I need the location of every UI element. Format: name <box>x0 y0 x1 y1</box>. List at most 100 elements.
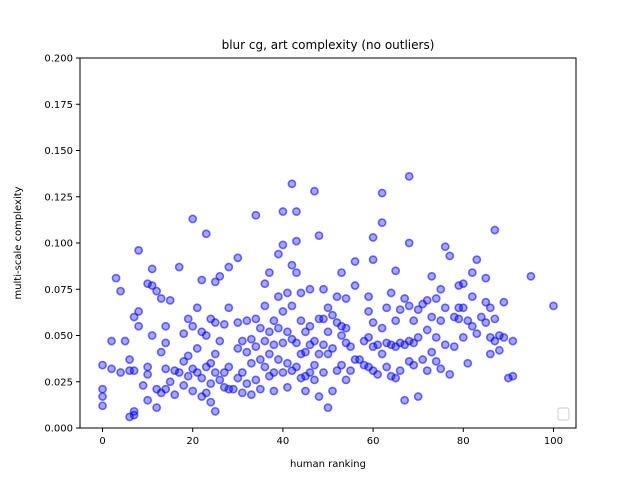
data-point <box>116 368 125 377</box>
data-point <box>481 297 491 307</box>
data-point <box>233 344 243 353</box>
data-point <box>242 379 252 388</box>
x-axis-label: human ranking <box>290 459 366 470</box>
data-point <box>98 392 107 401</box>
y-tick-label: 0.000 <box>44 424 73 435</box>
data-point <box>373 340 382 350</box>
data-point <box>323 349 333 359</box>
data-point <box>319 314 328 324</box>
data-point <box>341 323 351 333</box>
data-point <box>296 316 306 326</box>
data-point <box>246 334 256 344</box>
data-point <box>165 377 175 387</box>
data-point <box>170 390 180 400</box>
data-point <box>490 314 500 324</box>
data-point <box>328 344 337 353</box>
chart-title: blur cg, art complexity (no outliers) <box>222 38 435 52</box>
legend-box <box>557 407 570 421</box>
data-point <box>346 342 355 351</box>
data-point <box>98 401 107 411</box>
data-point <box>129 406 139 416</box>
data-point <box>549 301 558 311</box>
data-point <box>305 321 315 331</box>
data-point <box>467 292 477 302</box>
data-point <box>278 240 288 250</box>
data-point <box>237 388 247 398</box>
data-point <box>458 332 468 342</box>
data-point <box>328 310 337 320</box>
data-point <box>440 340 450 350</box>
data-point <box>292 362 301 372</box>
data-point <box>413 332 423 342</box>
data-point <box>413 392 423 401</box>
data-point <box>147 264 157 274</box>
data-point <box>269 340 279 350</box>
data-point <box>192 303 202 313</box>
data-point <box>409 360 419 370</box>
data-point <box>174 368 184 377</box>
data-point <box>283 382 292 392</box>
data-point <box>472 255 482 265</box>
x-tick-label: 0 <box>99 436 105 447</box>
data-point <box>377 349 387 359</box>
data-point <box>292 207 301 216</box>
data-point <box>436 284 446 294</box>
data-point <box>278 368 288 377</box>
data-point <box>337 360 346 370</box>
data-point <box>179 329 189 339</box>
data-point <box>156 347 166 357</box>
data-point <box>228 384 238 394</box>
x-tick-label: 100 <box>544 436 563 447</box>
data-point <box>206 379 216 388</box>
data-point <box>237 368 247 377</box>
data-point <box>337 331 346 340</box>
data-point <box>382 338 392 348</box>
data-point <box>161 384 171 394</box>
data-point <box>143 279 153 289</box>
data-point <box>400 294 410 303</box>
data-point <box>359 360 369 370</box>
data-point <box>201 331 211 340</box>
data-point <box>364 292 373 302</box>
data-point <box>255 323 265 333</box>
data-point <box>251 375 261 385</box>
data-point <box>323 403 333 413</box>
y-tick-label: 0.125 <box>44 192 73 203</box>
data-point <box>319 284 328 294</box>
data-point <box>314 349 324 359</box>
data-point <box>296 373 306 383</box>
data-point <box>224 303 234 313</box>
data-point <box>237 336 247 346</box>
data-point <box>427 271 437 281</box>
data-point <box>143 362 153 372</box>
data-point <box>143 369 153 379</box>
data-point <box>431 332 441 342</box>
data-point <box>219 368 229 377</box>
data-point <box>332 366 342 376</box>
data-point <box>161 338 171 348</box>
data-point <box>481 273 491 283</box>
data-point <box>129 312 139 322</box>
data-point <box>201 229 211 239</box>
data-point <box>283 327 292 337</box>
data-point <box>319 340 328 350</box>
data-point <box>147 331 157 340</box>
data-point <box>210 349 220 359</box>
data-point <box>242 316 252 326</box>
data-point <box>210 277 220 287</box>
data-point <box>526 271 536 281</box>
data-point <box>224 262 234 272</box>
data-point <box>368 318 378 327</box>
data-point <box>463 316 473 326</box>
data-point <box>264 327 274 337</box>
data-point <box>436 316 446 326</box>
data-point <box>422 366 432 376</box>
data-point <box>310 360 319 370</box>
data-point <box>260 336 270 346</box>
data-point <box>427 312 437 322</box>
data-point <box>183 314 193 324</box>
data-point <box>292 268 301 277</box>
data-point <box>409 338 419 348</box>
y-axis-ticks: 0.000 0.025 0.050 0.075 0.100 0.125 0.150 0.175… <box>44 54 80 435</box>
data-point <box>305 368 315 377</box>
